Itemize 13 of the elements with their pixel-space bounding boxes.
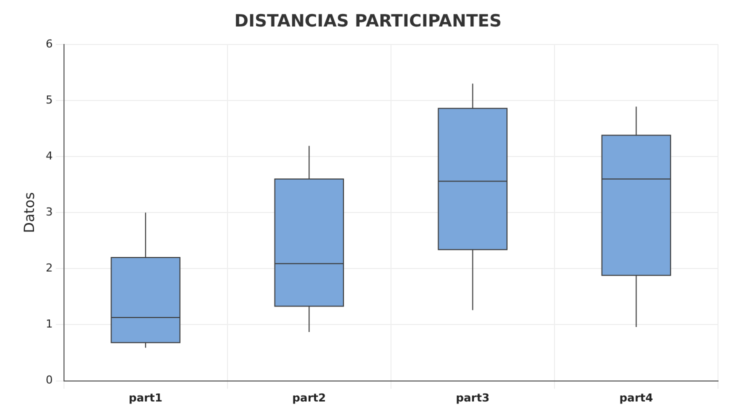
- x-tick-label: part2: [292, 391, 326, 404]
- y-tick-label: 3: [46, 205, 53, 218]
- y-axis-title: Datos: [22, 192, 38, 233]
- x-tick-label: part3: [456, 391, 490, 404]
- y-tick-label: 0: [46, 374, 53, 387]
- y-tick-label: 4: [46, 149, 53, 162]
- y-tick-label: 5: [46, 93, 53, 106]
- x-tick-label: part4: [619, 391, 654, 404]
- chart-title: DISTANCIAS PARTICIPANTES: [234, 12, 502, 32]
- y-tick-label: 1: [46, 318, 53, 331]
- x-tick-label: part1: [128, 391, 162, 404]
- y-tick-label: 2: [46, 262, 53, 275]
- y-tick-label: 6: [46, 37, 53, 50]
